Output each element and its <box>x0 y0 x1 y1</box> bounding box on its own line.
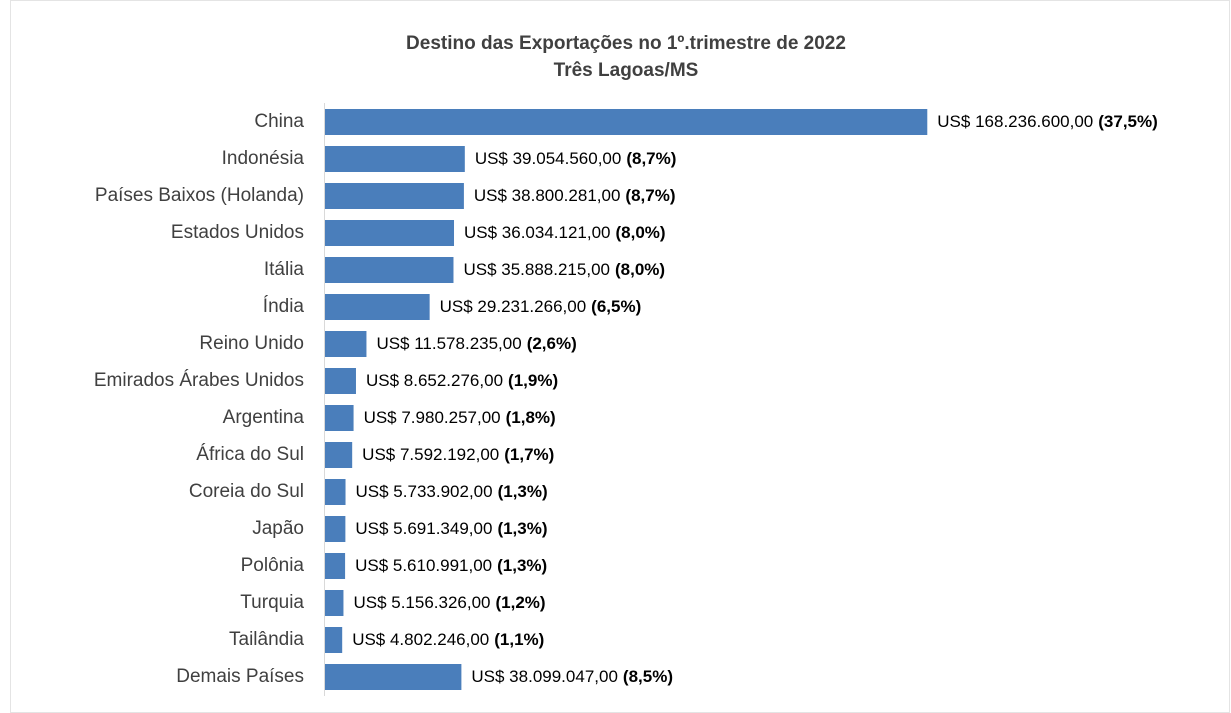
share-label: (8,5%) <box>623 667 673 686</box>
chart-border <box>10 0 1230 713</box>
bar <box>325 220 455 246</box>
bar <box>325 294 430 320</box>
category-label: Polônia <box>241 555 305 576</box>
data-label: US$ 168.236.600,00 (37,5%) <box>937 112 1158 131</box>
value-label: US$ 8.652.276,00 <box>366 371 503 390</box>
value-label: US$ 39.054.560,00 <box>475 149 622 168</box>
category-label: África do Sul <box>196 444 304 465</box>
share-label: (1,3%) <box>498 482 548 501</box>
value-label: US$ 7.980.257,00 <box>364 408 501 427</box>
bar <box>325 553 346 579</box>
data-label: US$ 4.802.246,00 (1,1%) <box>352 630 544 649</box>
share-label: (1,3%) <box>497 556 547 575</box>
value-label: US$ 4.802.246,00 <box>352 630 489 649</box>
category-label: Demais Países <box>176 666 304 687</box>
bar <box>325 183 464 209</box>
share-label: (1,9%) <box>508 371 558 390</box>
category-label: Países Baixos (Holanda) <box>95 185 304 206</box>
category-label: Tailândia <box>229 629 304 650</box>
value-label: US$ 168.236.600,00 <box>937 112 1093 131</box>
bar <box>325 627 343 653</box>
bar <box>325 479 346 505</box>
category-label: Turquia <box>240 592 304 613</box>
bar <box>325 109 928 135</box>
data-label: US$ 35.888.215,00 (8,0%) <box>463 260 665 279</box>
value-label: US$ 35.888.215,00 <box>463 260 610 279</box>
data-label: US$ 7.980.257,00 (1,8%) <box>364 408 556 427</box>
category-label: Itália <box>264 259 305 280</box>
share-label: (8,7%) <box>626 149 676 168</box>
share-label: (2,6%) <box>527 334 577 353</box>
value-label: US$ 38.800.281,00 <box>474 186 621 205</box>
value-label: US$ 36.034.121,00 <box>464 223 611 242</box>
value-label: US$ 5.156.326,00 <box>353 593 490 612</box>
category-label: Coreia do Sul <box>189 481 304 502</box>
chart-subtitle: Três Lagoas/MS <box>554 60 699 81</box>
bar <box>325 146 465 172</box>
data-label: US$ 38.099.047,00 (8,5%) <box>471 667 673 686</box>
data-label: US$ 5.610.991,00 (1,3%) <box>355 556 547 575</box>
value-label: US$ 29.231.266,00 <box>440 297 587 316</box>
bar <box>325 664 462 690</box>
data-label: US$ 5.156.326,00 (1,2%) <box>353 593 545 612</box>
data-label: US$ 8.652.276,00 (1,9%) <box>366 371 558 390</box>
value-label: US$ 38.099.047,00 <box>471 667 618 686</box>
bar <box>325 257 454 283</box>
share-label: (8,7%) <box>625 186 675 205</box>
value-label: US$ 5.691.349,00 <box>355 519 492 538</box>
data-label: US$ 7.592.192,00 (1,7%) <box>362 445 554 464</box>
value-label: US$ 5.610.991,00 <box>355 556 492 575</box>
bar <box>325 516 346 542</box>
data-label: US$ 38.800.281,00 (8,7%) <box>474 186 676 205</box>
category-label: Estados Unidos <box>171 222 304 243</box>
category-label: Índia <box>263 296 305 317</box>
share-label: (1,8%) <box>506 408 556 427</box>
share-label: (6,5%) <box>591 297 641 316</box>
bar <box>325 442 353 468</box>
data-label: US$ 39.054.560,00 (8,7%) <box>475 149 677 168</box>
data-label: US$ 11.578.235,00 (2,6%) <box>376 334 576 353</box>
category-label: Japão <box>252 518 304 539</box>
data-label: US$ 29.231.266,00 (6,5%) <box>440 297 642 316</box>
category-label: Emirados Árabes Unidos <box>94 370 304 391</box>
value-label: US$ 7.592.192,00 <box>362 445 499 464</box>
category-label: China <box>254 111 304 132</box>
bar <box>325 590 344 616</box>
category-label: Indonésia <box>222 148 305 169</box>
value-label: US$ 5.733.902,00 <box>356 482 493 501</box>
share-label: (8,0%) <box>616 223 666 242</box>
share-label: (1,3%) <box>497 519 547 538</box>
data-label: US$ 5.733.902,00 (1,3%) <box>356 482 548 501</box>
category-label: Argentina <box>223 407 305 428</box>
data-label: US$ 5.691.349,00 (1,3%) <box>355 519 547 538</box>
bar <box>325 368 356 394</box>
share-label: (1,7%) <box>504 445 554 464</box>
share-label: (1,1%) <box>494 630 544 649</box>
value-label: US$ 11.578.235,00 <box>376 334 521 353</box>
share-label: (1,2%) <box>496 593 546 612</box>
share-label: (8,0%) <box>615 260 665 279</box>
data-label: US$ 36.034.121,00 (8,0%) <box>464 223 666 242</box>
category-label: Reino Unido <box>199 333 304 354</box>
chart-title: Destino das Exportações no 1º.trimestre … <box>406 33 846 54</box>
share-label: (37,5%) <box>1098 112 1158 131</box>
bar <box>325 331 367 357</box>
bar <box>325 405 354 431</box>
